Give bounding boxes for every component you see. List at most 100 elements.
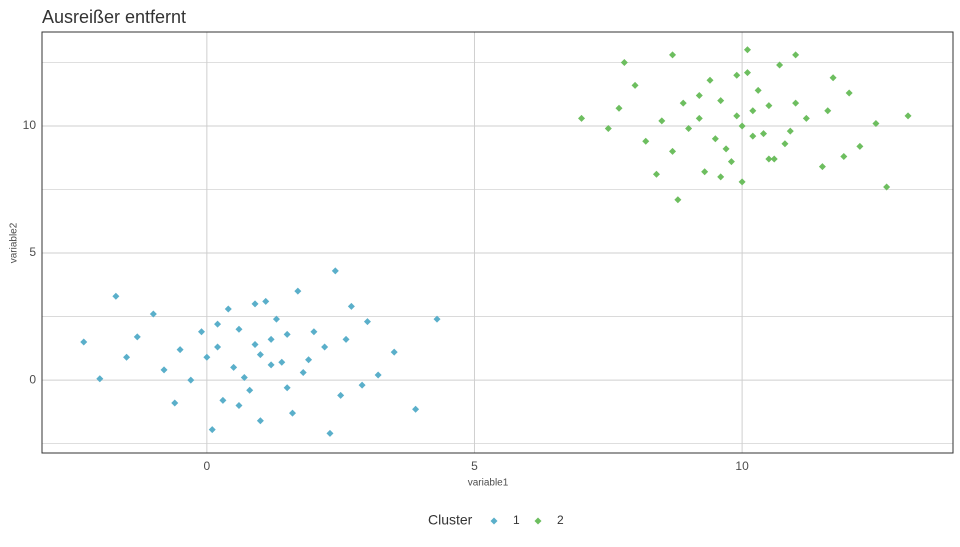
point <box>733 112 741 120</box>
point <box>872 119 880 127</box>
point <box>733 71 741 79</box>
point <box>96 375 104 383</box>
point <box>208 426 216 434</box>
point <box>669 51 677 59</box>
point <box>829 74 837 82</box>
point <box>390 348 398 356</box>
point <box>738 122 746 130</box>
point <box>749 132 757 140</box>
point <box>727 158 735 166</box>
y-tick-label: 0 <box>29 372 36 386</box>
point <box>80 338 88 346</box>
point <box>112 292 120 300</box>
point <box>235 325 243 333</box>
point <box>802 114 810 122</box>
legend-key <box>490 517 498 525</box>
point <box>781 140 789 148</box>
point <box>717 173 725 181</box>
point <box>224 305 232 313</box>
point <box>615 104 623 112</box>
point <box>840 152 848 160</box>
point <box>305 356 313 364</box>
point <box>706 76 714 84</box>
point <box>674 196 682 204</box>
point <box>695 114 703 122</box>
point <box>620 58 628 66</box>
point <box>283 384 291 392</box>
point <box>433 315 441 323</box>
point <box>267 361 275 369</box>
point <box>904 112 912 120</box>
point <box>786 127 794 135</box>
point <box>262 297 270 305</box>
point <box>717 97 725 105</box>
point <box>267 335 275 343</box>
point <box>326 429 334 437</box>
point <box>219 396 227 404</box>
point <box>685 125 693 133</box>
point <box>412 405 420 413</box>
point <box>299 368 307 376</box>
point <box>701 168 709 176</box>
point <box>792 51 800 59</box>
point <box>214 320 222 328</box>
point <box>749 107 757 115</box>
point <box>187 376 195 384</box>
legend-label: 1 <box>513 513 520 527</box>
point <box>246 386 254 394</box>
point <box>133 333 141 341</box>
point <box>669 147 677 155</box>
point <box>251 341 259 349</box>
point <box>278 358 286 366</box>
point <box>776 61 784 69</box>
point <box>358 381 366 389</box>
point <box>342 335 350 343</box>
point <box>251 300 259 308</box>
plot-border <box>41 31 954 454</box>
point <box>331 267 339 275</box>
point <box>256 351 264 359</box>
point <box>856 142 864 150</box>
x-tick-label: 5 <box>471 459 478 473</box>
point <box>824 107 832 115</box>
point <box>743 69 751 77</box>
point <box>658 117 666 125</box>
x-axis-label: variable1 <box>468 478 509 489</box>
point <box>743 46 751 54</box>
point <box>198 328 206 336</box>
point <box>347 302 355 310</box>
point <box>845 89 853 97</box>
point <box>604 125 612 133</box>
point <box>722 145 730 153</box>
point <box>374 371 382 379</box>
point <box>770 155 778 163</box>
point <box>214 343 222 351</box>
point <box>631 81 639 89</box>
point <box>792 99 800 107</box>
point <box>337 391 345 399</box>
point <box>171 399 179 407</box>
point <box>738 178 746 186</box>
point <box>695 92 703 100</box>
point <box>272 315 280 323</box>
point <box>176 346 184 354</box>
point <box>578 114 586 122</box>
y-tick-label: 10 <box>23 118 37 132</box>
x-tick-label: 10 <box>735 459 749 473</box>
point <box>883 183 891 191</box>
point <box>123 353 131 361</box>
point <box>765 102 773 110</box>
point <box>160 366 168 374</box>
point <box>240 374 248 382</box>
legend-label: 2 <box>557 513 564 527</box>
point <box>235 401 243 409</box>
legend-key <box>534 517 542 525</box>
point <box>679 99 687 107</box>
point <box>711 135 719 143</box>
y-axis-label: variable2 <box>9 222 20 263</box>
point <box>818 163 826 171</box>
point <box>149 310 157 318</box>
point <box>754 86 762 94</box>
point <box>642 137 650 145</box>
